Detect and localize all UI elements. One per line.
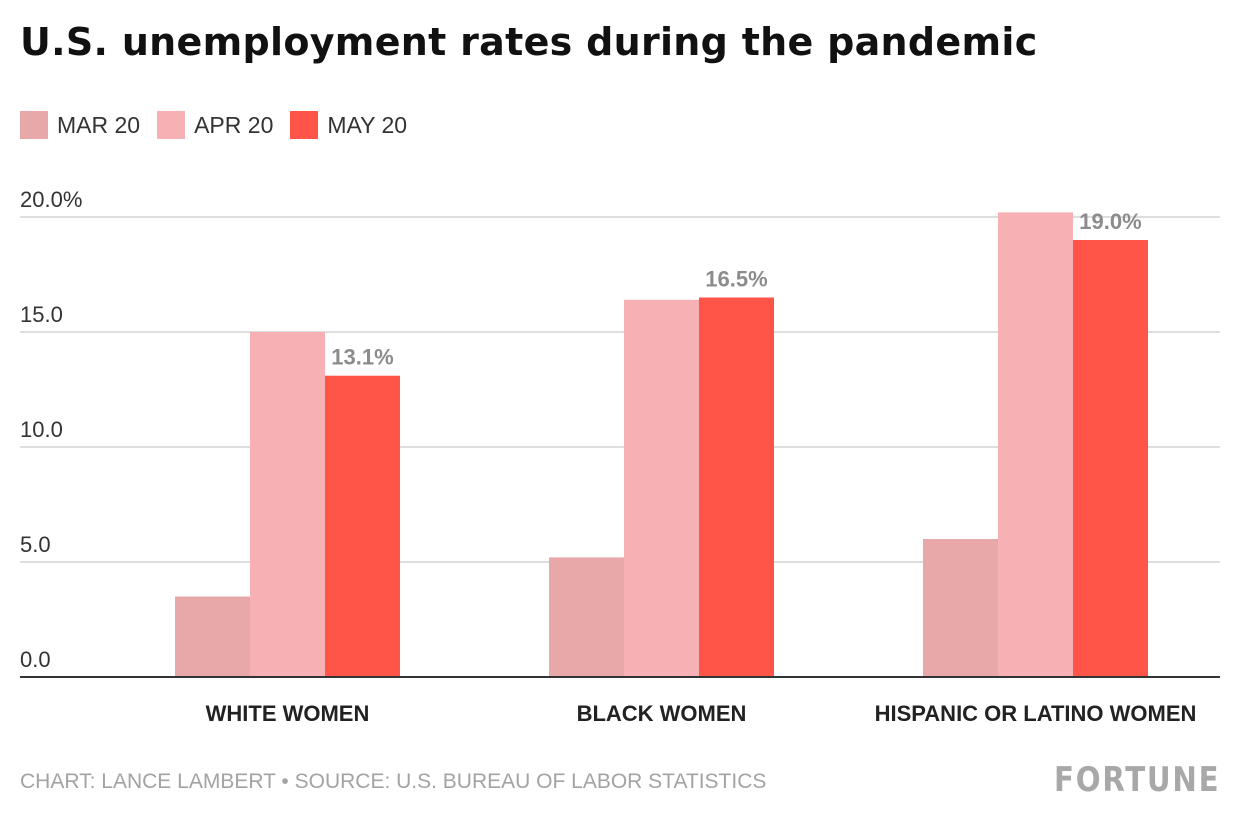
category-label-hispanic-or-latino-women: HISPANIC OR LATINO WOMEN [875, 701, 1197, 726]
bar-may-20-white-women [325, 375, 400, 677]
bar-mar-20-black-women [549, 557, 624, 677]
legend-swatch-may-20 [290, 111, 319, 139]
legend-swatch-apr-20 [157, 111, 186, 139]
category-label-white-women: WHITE WOMEN [206, 701, 370, 726]
data-label-hispanic-or-latino-women: 19.0% [1079, 209, 1141, 234]
data-label-white-women: 13.1% [331, 345, 393, 370]
fortune-logo: FORTUNE [1053, 760, 1220, 800]
bar-may-20-hispanic-or-latino-women [1073, 240, 1148, 677]
data-label-black-women: 16.5% [705, 267, 767, 292]
y-tick-label-15-0: 15.0 [20, 302, 63, 327]
chart-title: U.S. unemployment rates during the pande… [20, 20, 1038, 64]
chart-source-credit: CHART: LANCE LAMBERT • SOURCE: U.S. BURE… [20, 770, 767, 793]
legend-label-may-20: MAY 20 [327, 111, 408, 138]
legend-label-mar-20: MAR 20 [57, 111, 141, 138]
legend-item-mar-20: MAR 20 [20, 111, 140, 139]
bar-apr-20-hispanic-or-latino-women [998, 212, 1073, 677]
legend-swatch-mar-20 [20, 111, 48, 139]
bar-chart: 0.0 5.0 10.0 15.0 20.0% 13.1% WHITE WOMEN 16.5%… [20, 187, 1220, 726]
bar-mar-20-white-women [175, 596, 250, 677]
legend-item-apr-20: APR 20 [157, 111, 273, 139]
bar-may-20-black-women [699, 297, 774, 677]
y-tick-label-0-0: 0.0 [20, 647, 51, 672]
legend: MAR 20 APR 20 MAY 20 [20, 111, 424, 139]
y-tick-label-10-0: 10.0 [20, 417, 63, 442]
y-tick-label-20-0: 20.0% [20, 187, 82, 212]
category-label-black-women: BLACK WOMEN [577, 701, 747, 726]
legend-item-may-20: MAY 20 [290, 111, 407, 139]
bar-mar-20-hispanic-or-latino-women [923, 539, 998, 677]
bar-apr-20-white-women [250, 332, 325, 677]
bar-apr-20-black-women [624, 299, 699, 677]
legend-label-apr-20: APR 20 [194, 111, 274, 138]
y-tick-label-5-0: 5.0 [20, 532, 51, 557]
